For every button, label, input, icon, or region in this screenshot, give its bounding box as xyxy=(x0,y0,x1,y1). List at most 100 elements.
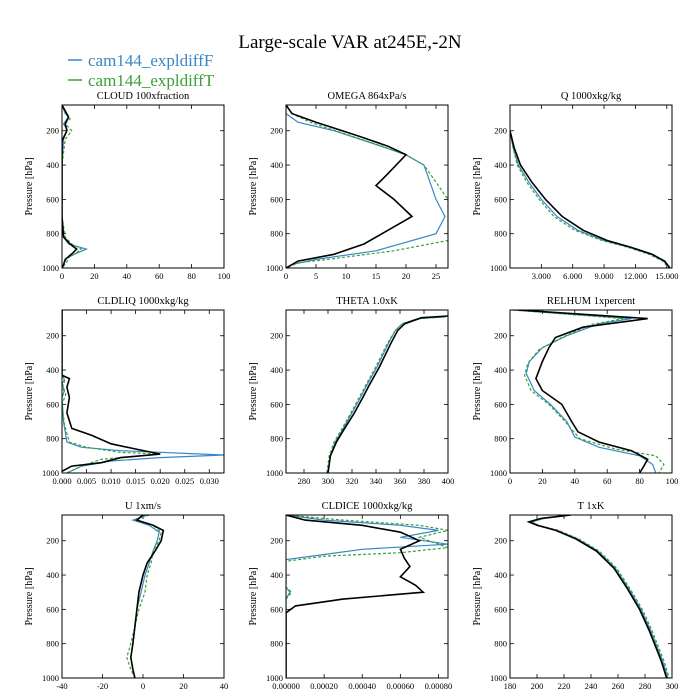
y-tick-label: 600 xyxy=(494,399,507,409)
x-tick-label: 320 xyxy=(346,476,359,486)
series-line-3 xyxy=(129,515,165,678)
series-line-2 xyxy=(286,515,448,678)
series-line-3 xyxy=(62,105,78,268)
y-tick-label: 800 xyxy=(270,229,283,239)
y-tick-label: 1000 xyxy=(42,673,59,683)
x-tick-label: 20 xyxy=(90,271,99,281)
legend-label-1: cam144_expldiffF xyxy=(88,51,213,70)
y-tick-label: 800 xyxy=(270,639,283,649)
series-line-3 xyxy=(526,515,668,678)
series-line-2 xyxy=(513,310,665,473)
series-line-1 xyxy=(286,515,448,678)
x-tick-label: 6.000 xyxy=(563,271,582,281)
x-tick-label: 0.015 xyxy=(126,476,145,486)
y-axis-label: Pressure [hPa] xyxy=(24,157,35,215)
x-tick-label: 80 xyxy=(635,476,644,486)
plot-frame xyxy=(285,309,449,474)
legend-label-2: cam144_expldiffT xyxy=(88,71,215,90)
y-tick-label: 800 xyxy=(46,434,59,444)
y-tick-label: 1000 xyxy=(490,263,507,273)
x-tick-label: 360 xyxy=(394,476,407,486)
panel-title: RELHUM 1xpercent xyxy=(547,296,635,307)
y-tick-label: 600 xyxy=(494,194,507,204)
plot-frame xyxy=(509,309,673,474)
y-tick-label: 1000 xyxy=(490,468,507,478)
y-tick-label: 200 xyxy=(270,126,283,136)
x-tick-label: 400 xyxy=(442,476,455,486)
x-tick-label: 0.00040 xyxy=(348,681,376,691)
x-tick-label: 0.005 xyxy=(77,476,96,486)
y-tick-label: 800 xyxy=(494,639,507,649)
y-tick-label: 1000 xyxy=(490,673,507,683)
y-tick-label: 200 xyxy=(270,331,283,341)
x-tick-label: 100 xyxy=(666,476,679,486)
y-tick-label: 400 xyxy=(270,570,283,580)
y-axis-label: Pressure [hPa] xyxy=(248,157,259,215)
y-tick-label: 1000 xyxy=(266,673,283,683)
y-tick-label: 400 xyxy=(270,365,283,375)
x-tick-label: 0.030 xyxy=(200,476,219,486)
x-tick-label: 0 xyxy=(141,681,145,691)
y-axis-label: Pressure [hPa] xyxy=(248,567,259,625)
panel-3: Q 1000xkg/kg Pressure [hPa] 200 400 600 800 10… xyxy=(472,91,678,281)
y-tick-label: 800 xyxy=(270,434,283,444)
plot-frame xyxy=(285,104,449,269)
x-tick-label: 40 xyxy=(571,476,580,486)
plot-frame xyxy=(61,104,225,269)
panel-title: CLDICE 1000xkg/kg xyxy=(322,501,413,512)
panel-8: CLDICE 1000xkg/kg Pressure [hPa] 200 400 600… xyxy=(248,501,452,691)
y-tick-label: 600 xyxy=(270,399,283,409)
x-tick-label: 0.00060 xyxy=(387,681,415,691)
figure-title: Large-scale VAR at245E,-2N xyxy=(238,32,461,53)
y-tick-label: 600 xyxy=(494,604,507,614)
y-tick-label: 200 xyxy=(270,536,283,546)
x-tick-label: 0.025 xyxy=(175,476,194,486)
x-tick-label: 15 xyxy=(372,271,381,281)
series-line-2 xyxy=(326,316,446,473)
series-line-2 xyxy=(62,310,161,473)
y-tick-label: 1000 xyxy=(266,263,283,273)
x-tick-label: 220 xyxy=(558,681,571,691)
x-tick-label: 20 xyxy=(538,476,547,486)
y-tick-label: 400 xyxy=(46,570,59,580)
x-tick-label: 3.000 xyxy=(532,271,551,281)
y-tick-label: 1000 xyxy=(42,468,59,478)
y-axis-label: Pressure [hPa] xyxy=(472,362,483,420)
panel-4: CLDLIQ 1000xkg/kg Pressure [hPa] 200 400 600… xyxy=(24,296,225,486)
panel-title: THETA 1.0xK xyxy=(336,296,398,307)
x-tick-label: 5 xyxy=(314,271,318,281)
y-tick-label: 200 xyxy=(494,331,507,341)
y-axis-label: Pressure [hPa] xyxy=(24,567,35,625)
y-axis-label: Pressure [hPa] xyxy=(472,157,483,215)
plot-frame xyxy=(61,309,225,474)
series-line-3 xyxy=(518,310,649,473)
y-tick-label: 600 xyxy=(46,604,59,614)
panel-5: THETA 1.0xK Pressure [hPa] 200 400 600 800 100… xyxy=(248,296,454,486)
x-tick-label: 20 xyxy=(179,681,188,691)
x-tick-label: 100 xyxy=(218,271,231,281)
series-line-1 xyxy=(529,515,669,678)
x-tick-label: 0 xyxy=(284,271,288,281)
x-tick-label: 0.00020 xyxy=(310,681,338,691)
y-tick-label: 200 xyxy=(494,126,507,136)
y-tick-label: 400 xyxy=(46,160,59,170)
y-tick-label: 200 xyxy=(46,536,59,546)
x-tick-label: 240 xyxy=(585,681,598,691)
series-line-2 xyxy=(529,515,670,678)
x-tick-label: 260 xyxy=(612,681,625,691)
x-tick-label: 60 xyxy=(603,476,612,486)
x-tick-label: 40 xyxy=(123,271,132,281)
x-tick-label: 0.000 xyxy=(52,476,71,486)
x-tick-label: 15.000 xyxy=(655,271,678,281)
series-line-2 xyxy=(510,130,670,268)
series-line-1 xyxy=(327,316,446,473)
y-tick-label: 1000 xyxy=(266,468,283,478)
y-tick-label: 200 xyxy=(46,126,59,136)
plot-frame xyxy=(509,104,673,269)
series-line-2 xyxy=(286,105,448,268)
x-tick-label: 40 xyxy=(220,681,229,691)
x-tick-label: 340 xyxy=(370,476,383,486)
